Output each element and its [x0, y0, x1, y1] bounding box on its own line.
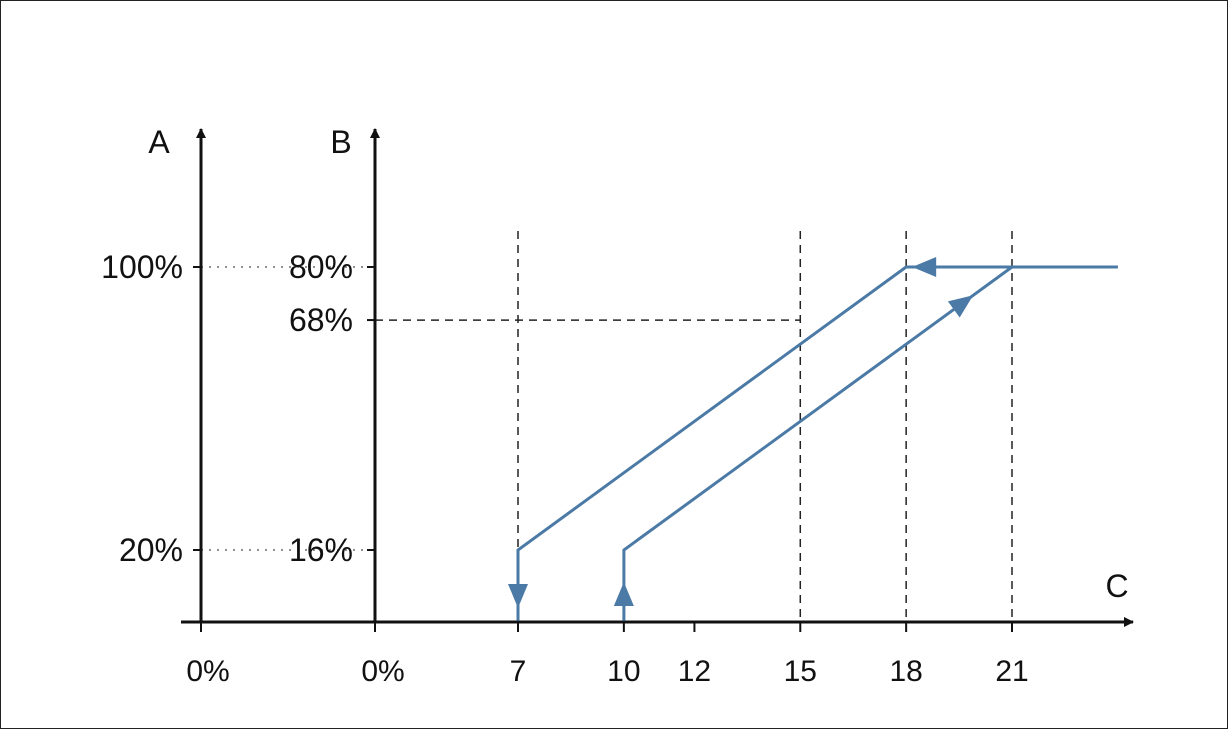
tick-layer: 100% 20% 80% 68% 16% 7 10 12 15 18 21 — [101, 249, 1029, 688]
axis-c-tick-label: 7 — [510, 655, 527, 688]
arrow-down — [508, 584, 528, 608]
arrow-left-top — [912, 257, 937, 277]
axis-b-tick-label: 80% — [289, 249, 353, 285]
axis-c-label: C — [1105, 568, 1128, 604]
axis-a-tick-label: 20% — [119, 532, 183, 568]
axis-c-tick-label: 21 — [995, 655, 1028, 688]
arrow-diagonal-up — [947, 295, 974, 318]
axis-b-tick-label: 16% — [289, 532, 353, 568]
axis-c-tick-label: 18 — [889, 655, 922, 688]
curve-layer — [508, 257, 1118, 621]
axis-b-label: B — [330, 124, 351, 160]
axis-c-tick-label: 15 — [784, 655, 817, 688]
arrow-up — [613, 582, 634, 606]
axis-a-label: A — [148, 124, 170, 160]
arrow-left-top-head — [912, 257, 937, 277]
axis-b-zero-label: 0% — [361, 655, 404, 688]
axis-a-tick-label: 100% — [101, 249, 183, 285]
arrow-down-head — [508, 584, 528, 608]
axis-c-tick-label: 12 — [678, 655, 711, 688]
axis-a-zero-label: 0% — [186, 655, 229, 688]
arrow-diagonal-up-head — [947, 295, 974, 318]
axis-c-tick-label: 10 — [607, 655, 640, 688]
arrow-up-head — [613, 582, 634, 606]
axis-b-tick-label: 68% — [289, 302, 353, 338]
